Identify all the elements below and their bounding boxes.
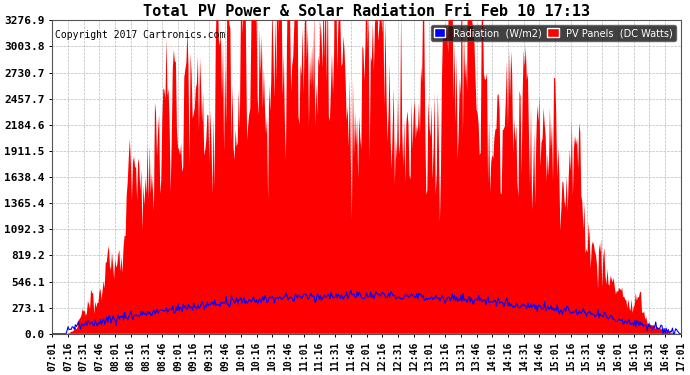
Legend: Radiation  (W/m2), PV Panels  (DC Watts): Radiation (W/m2), PV Panels (DC Watts) (431, 25, 676, 41)
Text: Copyright 2017 Cartronics.com: Copyright 2017 Cartronics.com (55, 30, 226, 40)
Title: Total PV Power & Solar Radiation Fri Feb 10 17:13: Total PV Power & Solar Radiation Fri Feb… (143, 4, 590, 19)
